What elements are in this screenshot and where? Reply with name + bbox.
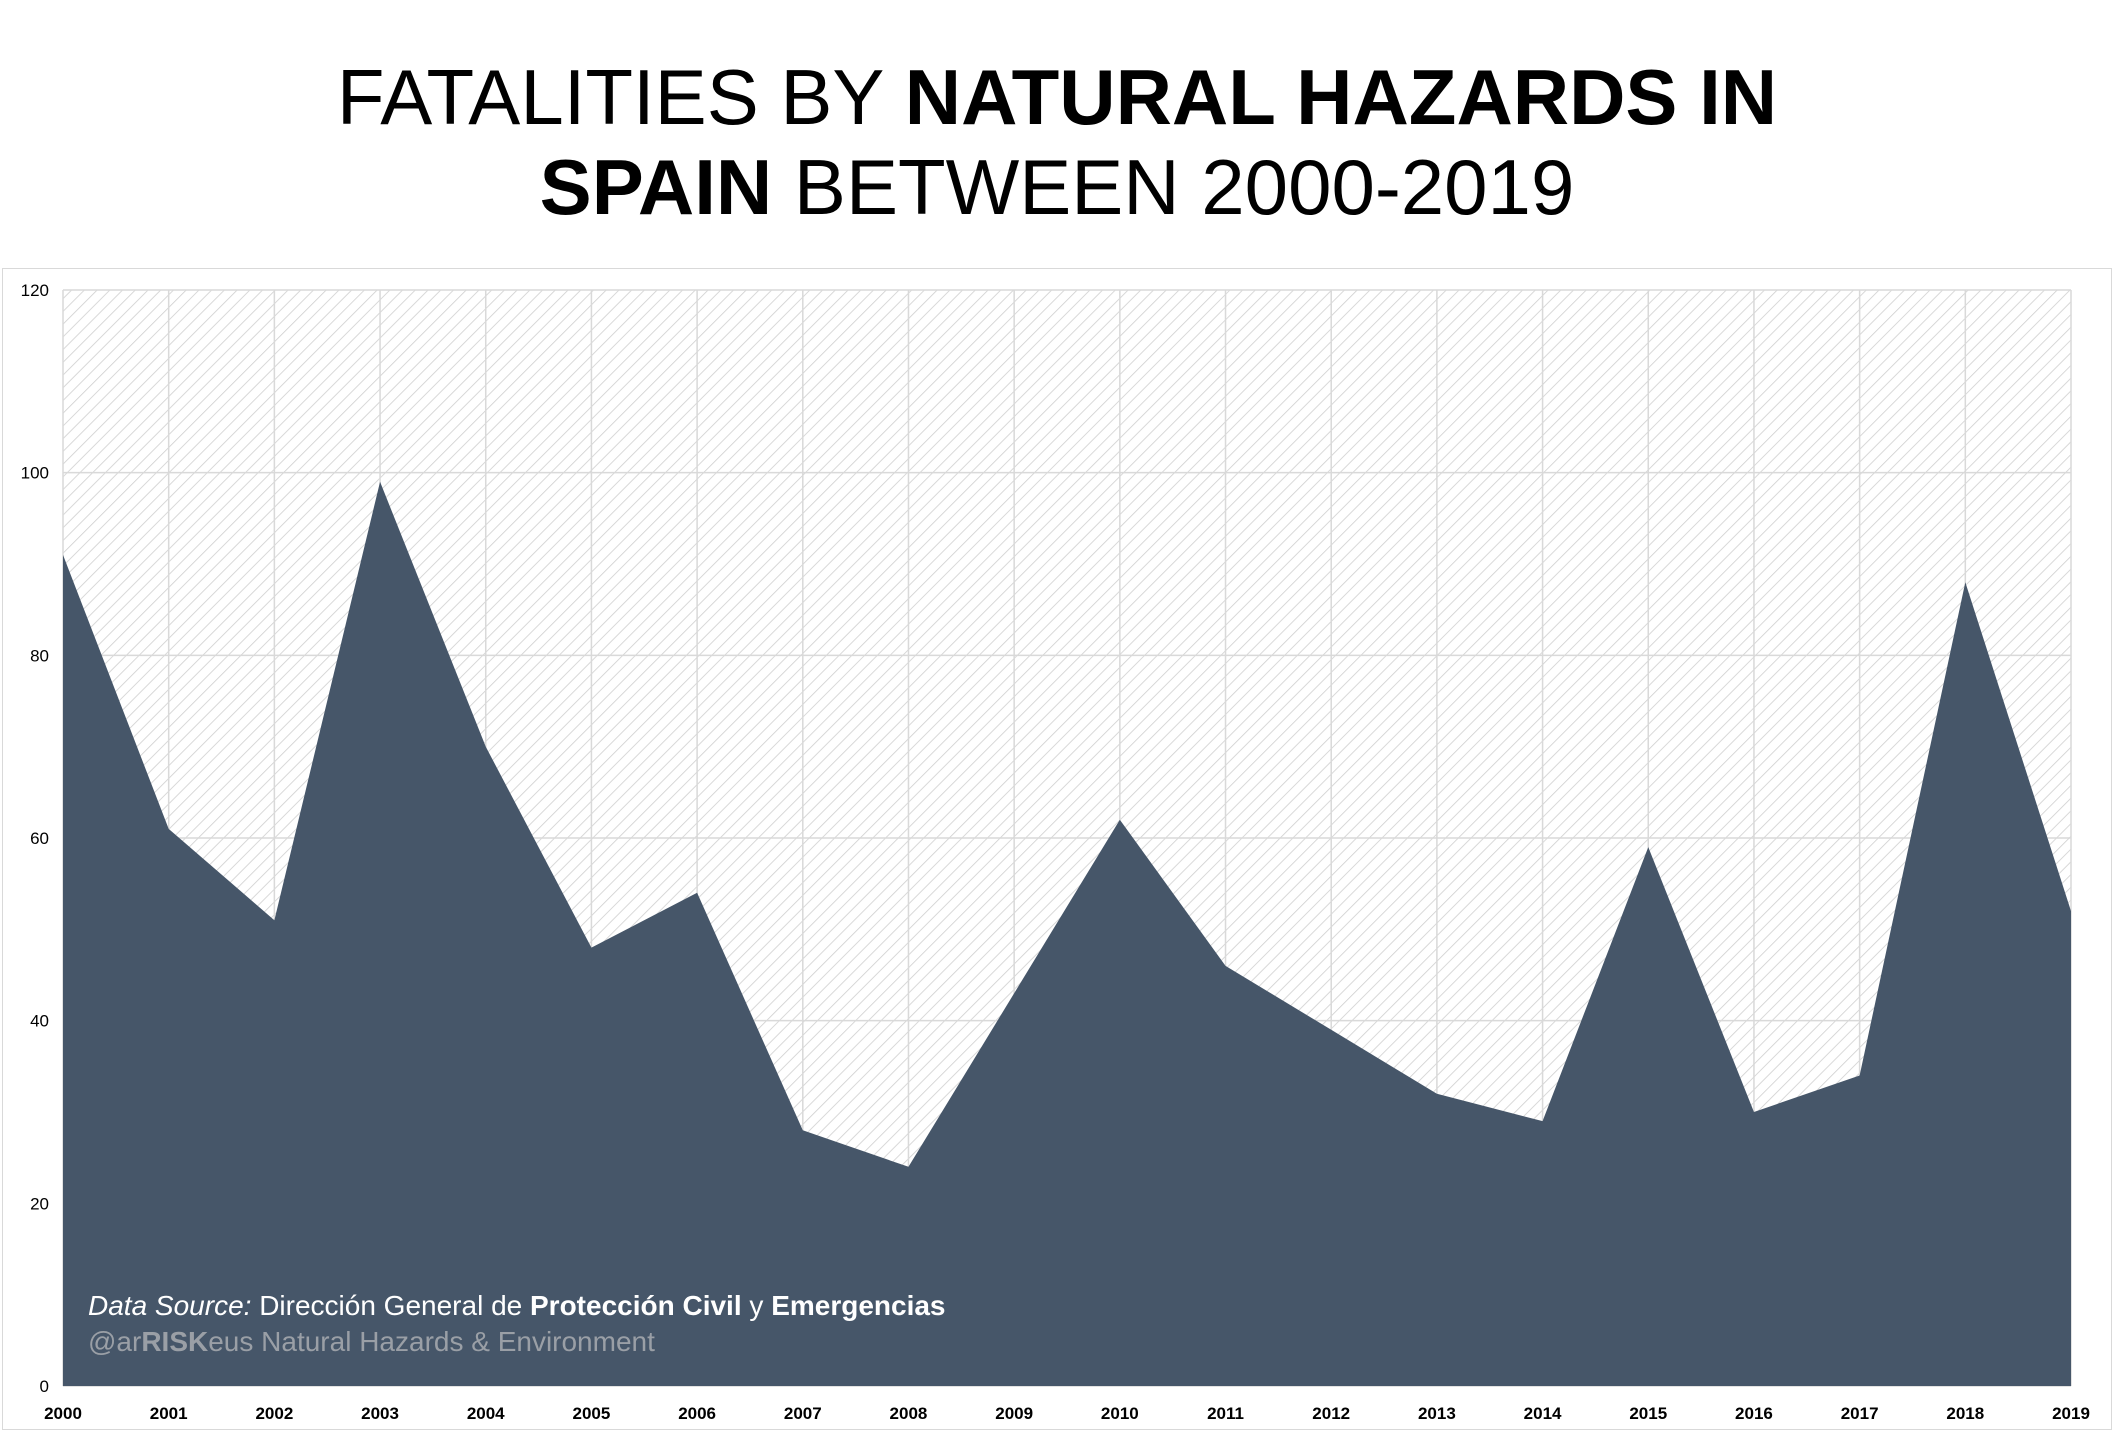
x-tick-label: 2007 <box>784 1404 822 1423</box>
x-tick-label: 2014 <box>1524 1404 1562 1423</box>
x-tick-label: 2006 <box>678 1404 716 1423</box>
x-tick-label: 2001 <box>150 1404 188 1423</box>
x-tick-label: 2019 <box>2052 1404 2090 1423</box>
y-tick-label: 40 <box>30 1012 49 1031</box>
x-tick-label: 2013 <box>1418 1404 1456 1423</box>
y-tick-label: 20 <box>30 1194 49 1213</box>
x-tick-label: 2003 <box>361 1404 399 1423</box>
chart-frame: 0 20 40 60 80 100 120 2000 2001 2002 2003 2004 2005… <box>2 268 2112 1430</box>
x-tick-label: 2002 <box>255 1404 293 1423</box>
x-tick-label: 2005 <box>573 1404 611 1423</box>
y-tick-label: 60 <box>30 829 49 848</box>
data-source-line: Data Source: Dirección General de Protec… <box>88 1290 946 1321</box>
x-tick-label: 2004 <box>467 1404 505 1423</box>
y-tick-label: 100 <box>21 464 49 483</box>
x-tick-label: 2012 <box>1312 1404 1350 1423</box>
chart-title: FATALITIES BY NATURAL HAZARDS IN SPAIN B… <box>0 52 2114 232</box>
fatalities-area <box>63 481 2071 1386</box>
x-tick-label: 2008 <box>890 1404 928 1423</box>
data-source-note: Data Source: Dirección General de Protec… <box>88 1288 946 1360</box>
x-tick-label: 2016 <box>1735 1404 1773 1423</box>
title-line-2: SPAIN BETWEEN 2000-2019 <box>539 143 1575 231</box>
title-line-1: FATALITIES BY NATURAL HAZARDS IN <box>336 53 1778 141</box>
y-tick-label: 120 <box>21 281 49 300</box>
x-tick-label: 2011 <box>1207 1404 1244 1423</box>
x-tick-label: 2010 <box>1101 1404 1139 1423</box>
y-tick-label: 0 <box>40 1377 49 1396</box>
credit-line: @arRISKeus Natural Hazards & Environment <box>88 1326 655 1357</box>
area-chart: 0 20 40 60 80 100 120 2000 2001 2002 2003 2004 2005… <box>21 281 2090 1423</box>
x-tick-label: 2000 <box>44 1404 82 1423</box>
x-tick-label: 2017 <box>1841 1404 1879 1423</box>
x-tick-label: 2015 <box>1629 1404 1667 1423</box>
y-tick-label: 80 <box>30 646 49 665</box>
x-tick-label: 2009 <box>995 1404 1033 1423</box>
x-tick-label: 2018 <box>1946 1404 1984 1423</box>
